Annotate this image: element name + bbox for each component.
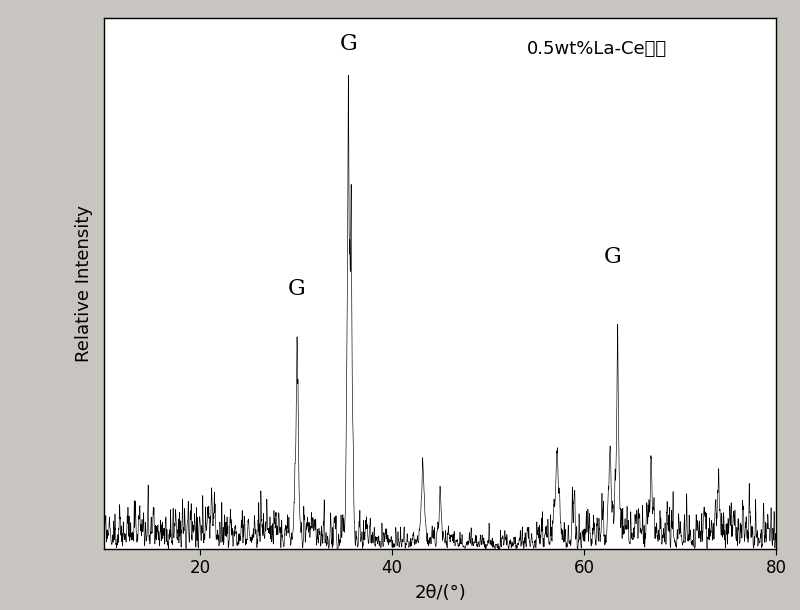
Y-axis label: Relative Intensity: Relative Intensity bbox=[75, 205, 93, 362]
Text: G: G bbox=[604, 246, 622, 268]
X-axis label: 2θ/(°): 2θ/(°) bbox=[414, 584, 466, 602]
Text: G: G bbox=[288, 278, 306, 300]
Text: G: G bbox=[340, 34, 358, 56]
Text: 0.5wt%La-Ce掺杂: 0.5wt%La-Ce掺杂 bbox=[527, 40, 667, 57]
